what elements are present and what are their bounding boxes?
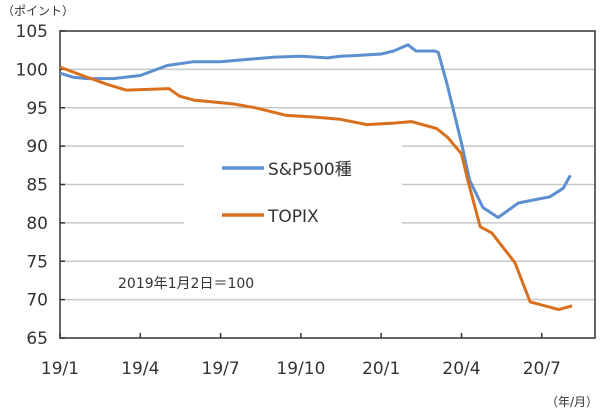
x-axis-label: （年/月） — [546, 395, 598, 409]
x-tick-label: 19/4 — [121, 359, 159, 379]
x-axis: 19/1 19/4 19/7 19/10 20/1 20/4 20/7 — [41, 333, 561, 379]
y-tick-label: 95 — [26, 99, 48, 119]
x-tick-label: 20/7 — [523, 359, 561, 379]
series-line-sp500 — [59, 43, 572, 219]
y-tick-label: 70 — [26, 291, 48, 311]
annotation: 2019年1月2日＝100 — [118, 276, 254, 292]
legend: S&P500種 TOPIX — [222, 160, 352, 227]
x-tick-label: 19/1 — [41, 359, 79, 379]
legend-label-sp500: S&P500種 — [268, 160, 352, 180]
y-tick-label: 85 — [26, 176, 48, 196]
series-lines — [59, 43, 573, 312]
legend-label-topix: TOPIX — [267, 207, 319, 227]
y-tick-label: 100 — [16, 60, 48, 80]
y-axis: 65 70 75 80 85 90 95 100 105 — [16, 22, 65, 349]
y-tick-label: 90 — [26, 137, 48, 157]
legend-background — [184, 134, 402, 234]
series-line-topix — [59, 65, 573, 312]
y-tick-label: 80 — [26, 214, 48, 234]
y-axis-label: （ポイント） — [2, 4, 74, 18]
x-tick-label: 19/10 — [276, 359, 325, 379]
y-tick-label: 65 — [26, 329, 48, 349]
x-tick-label: 19/7 — [202, 359, 240, 379]
x-tick-label: 20/1 — [362, 359, 400, 379]
x-tick-label: 20/4 — [442, 359, 480, 379]
y-tick-label: 75 — [26, 252, 48, 272]
y-tick-label: 105 — [16, 22, 48, 42]
